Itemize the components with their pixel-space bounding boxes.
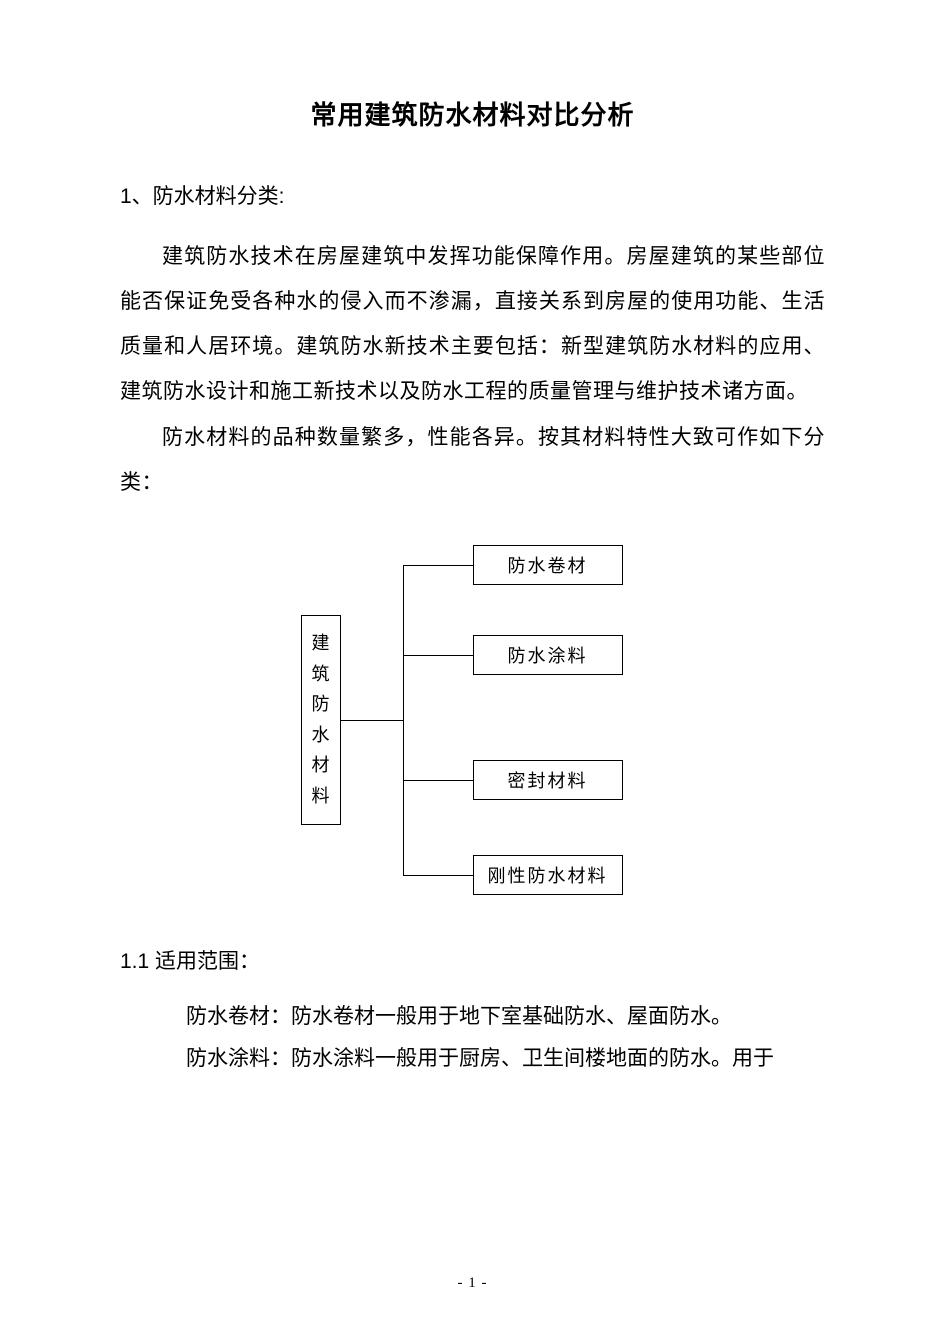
diagram-root-char-6: 料 xyxy=(312,781,330,812)
diagram-branch-4 xyxy=(403,875,473,876)
diagram-branch-3 xyxy=(403,780,473,781)
section-1-heading: 1、防水材料分类: xyxy=(120,180,825,210)
diagram-root-char-4: 水 xyxy=(312,720,330,751)
diagram-root-char-5: 材 xyxy=(312,750,330,781)
section-1-1-line-2: 防水涂料：防水涂料一般用于厨房、卫生间楼地面的防水。用于 xyxy=(144,1037,825,1079)
section-1-1-heading: 1.1 适用范围： xyxy=(120,945,825,975)
diagram-root-connector xyxy=(341,720,403,721)
diagram-root-char-1: 建 xyxy=(312,628,330,659)
classification-diagram: 建 筑 防 水 材 料 防水卷材 防水涂料 密封材料 刚性防水材料 xyxy=(273,535,673,895)
section-1-1-line-1: 防水卷材：防水卷材一般用于地下室基础防水、屋面防水。 xyxy=(144,995,825,1037)
section-1-para-2: 防水材料的品种数量繁多，性能各异。按其材料特性大致可作如下分类： xyxy=(120,415,825,505)
diagram-root-box: 建 筑 防 水 材 料 xyxy=(301,615,341,825)
diagram-root-char-2: 筑 xyxy=(312,659,330,690)
diagram-branch-1 xyxy=(403,565,473,566)
diagram-root-char-3: 防 xyxy=(312,689,330,720)
diagram-leaf-2: 防水涂料 xyxy=(473,635,623,675)
diagram-stem xyxy=(403,565,404,875)
diagram-leaf-3: 密封材料 xyxy=(473,760,623,800)
diagram-branch-2 xyxy=(403,655,473,656)
diagram-leaf-4: 刚性防水材料 xyxy=(473,855,623,895)
diagram-leaf-1: 防水卷材 xyxy=(473,545,623,585)
page-number: - 1 - xyxy=(0,1275,945,1292)
section-1-para-1: 建筑防水技术在房屋建筑中发挥功能保障作用。房屋建筑的某些部位能否保证免受各种水的… xyxy=(120,234,825,415)
page-title: 常用建筑防水材料对比分析 xyxy=(120,95,825,132)
